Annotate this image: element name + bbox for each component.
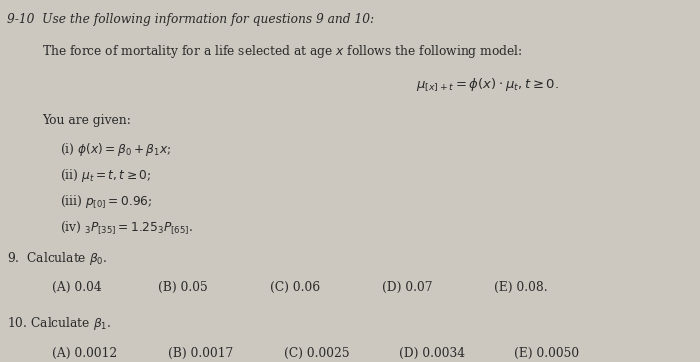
Text: (A) 0.0012: (A) 0.0012 (52, 347, 118, 360)
Text: (ii) $\mu_t = t, t \geq 0$;: (ii) $\mu_t = t, t \geq 0$; (60, 167, 151, 184)
Text: 10. Calculate $\beta_1$.: 10. Calculate $\beta_1$. (7, 315, 111, 332)
Text: The force of mortality for a life selected at age $x$ follows the following mode: The force of mortality for a life select… (42, 43, 523, 60)
Text: (iv) $_3P_{[35]} = 1.25_3P_{[65]}$.: (iv) $_3P_{[35]} = 1.25_3P_{[65]}$. (60, 219, 192, 236)
Text: $\mu_{[x]+t} = \phi(x) \cdot \mu_t, t \geq 0.$: $\mu_{[x]+t} = \phi(x) \cdot \mu_t, t \g… (416, 76, 559, 93)
Text: (A) 0.04: (A) 0.04 (52, 281, 102, 294)
Text: 9.  Calculate $\beta_0$.: 9. Calculate $\beta_0$. (7, 250, 108, 267)
Text: 9-10  Use the following information for questions 9 and 10:: 9-10 Use the following information for q… (7, 13, 374, 26)
Text: (C) 0.0025: (C) 0.0025 (284, 347, 349, 360)
Text: (i) $\phi(x) = \beta_0 + \beta_1 x$;: (i) $\phi(x) = \beta_0 + \beta_1 x$; (60, 141, 172, 158)
Text: (B) 0.0017: (B) 0.0017 (168, 347, 233, 360)
Text: (D) 0.0034: (D) 0.0034 (399, 347, 465, 360)
Text: (E) 0.0050: (E) 0.0050 (514, 347, 580, 360)
Text: You are given:: You are given: (42, 114, 131, 127)
Text: (B) 0.05: (B) 0.05 (158, 281, 207, 294)
Text: (E) 0.08.: (E) 0.08. (494, 281, 547, 294)
Text: (D) 0.07: (D) 0.07 (382, 281, 432, 294)
Text: (C) 0.06: (C) 0.06 (270, 281, 320, 294)
Text: (iii) $p_{[0]} = 0.96$;: (iii) $p_{[0]} = 0.96$; (60, 193, 152, 210)
